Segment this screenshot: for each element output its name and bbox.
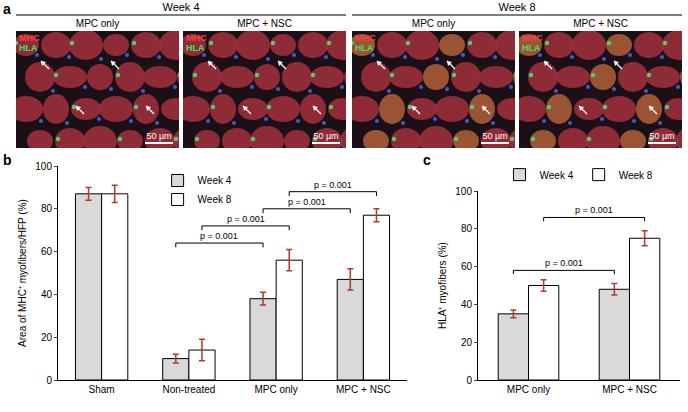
svg-text:HLA: HLA [355, 43, 374, 53]
svg-text:100: 100 [455, 186, 472, 197]
svg-text:100: 100 [35, 161, 52, 172]
svg-text:MPC + NSC: MPC + NSC [573, 18, 628, 29]
svg-text:50 µm: 50 µm [649, 131, 674, 141]
svg-text:20: 20 [41, 332, 53, 343]
svg-text:p = 0.001: p = 0.001 [288, 197, 326, 207]
svg-text:0: 0 [466, 375, 472, 386]
svg-text:50 µm: 50 µm [313, 131, 338, 141]
svg-text:p = 0.001: p = 0.001 [227, 214, 265, 224]
svg-text:80: 80 [41, 203, 53, 214]
svg-text:p = 0.001: p = 0.001 [575, 205, 613, 215]
svg-text:MHC: MHC [355, 33, 376, 43]
svg-text:20: 20 [461, 337, 473, 348]
svg-text:p = 0.001: p = 0.001 [200, 231, 238, 241]
svg-text:Week 4: Week 4 [198, 175, 232, 186]
svg-text:40: 40 [41, 289, 53, 300]
svg-text:50 µm: 50 µm [482, 131, 507, 141]
svg-text:50 µm: 50 µm [146, 131, 171, 141]
svg-text:60: 60 [41, 246, 53, 257]
html-text:c: c [423, 152, 431, 168]
svg-text:40: 40 [461, 299, 473, 310]
svg-text:Week 8: Week 8 [198, 194, 232, 205]
svg-text:HLA: HLA [522, 43, 541, 53]
html-text:b: b [3, 152, 12, 168]
svg-text:p = 0.001: p = 0.001 [314, 180, 352, 190]
svg-text:Week 8: Week 8 [498, 1, 535, 13]
svg-text:MPC + NSC: MPC + NSC [336, 384, 391, 395]
svg-text:MPC + NSC: MPC + NSC [602, 384, 657, 395]
svg-text:MPC only: MPC only [412, 18, 455, 29]
svg-text:MHC: MHC [186, 33, 207, 43]
svg-text:MPC + NSC: MPC + NSC [237, 18, 292, 29]
svg-text:80: 80 [461, 223, 473, 234]
svg-text:Week 4: Week 4 [162, 1, 199, 13]
svg-text:Non-treated: Non-treated [162, 384, 215, 395]
svg-text:Area of MHC⁺ myofibers/HFP (%): Area of MHC⁺ myofibers/HFP (%) [17, 199, 28, 347]
svg-text:Week 4: Week 4 [540, 170, 574, 181]
svg-text:MPC only: MPC only [507, 384, 550, 395]
svg-text:Week 8: Week 8 [619, 170, 653, 181]
svg-text:a: a [3, 1, 11, 17]
svg-text:MHC: MHC [522, 33, 543, 43]
svg-text:MHC: MHC [19, 33, 40, 43]
svg-text:HLA: HLA [186, 43, 205, 53]
svg-text:HLA: HLA [19, 43, 38, 53]
svg-text:HLA⁺ myofibers (%): HLA⁺ myofibers (%) [437, 242, 448, 329]
svg-text:0: 0 [46, 375, 52, 386]
svg-text:MPC only: MPC only [254, 384, 297, 395]
svg-text:60: 60 [461, 261, 473, 272]
svg-text:MPC only: MPC only [76, 18, 119, 29]
svg-text:p = 0.001: p = 0.001 [545, 258, 583, 268]
svg-text:Sham: Sham [89, 384, 115, 395]
